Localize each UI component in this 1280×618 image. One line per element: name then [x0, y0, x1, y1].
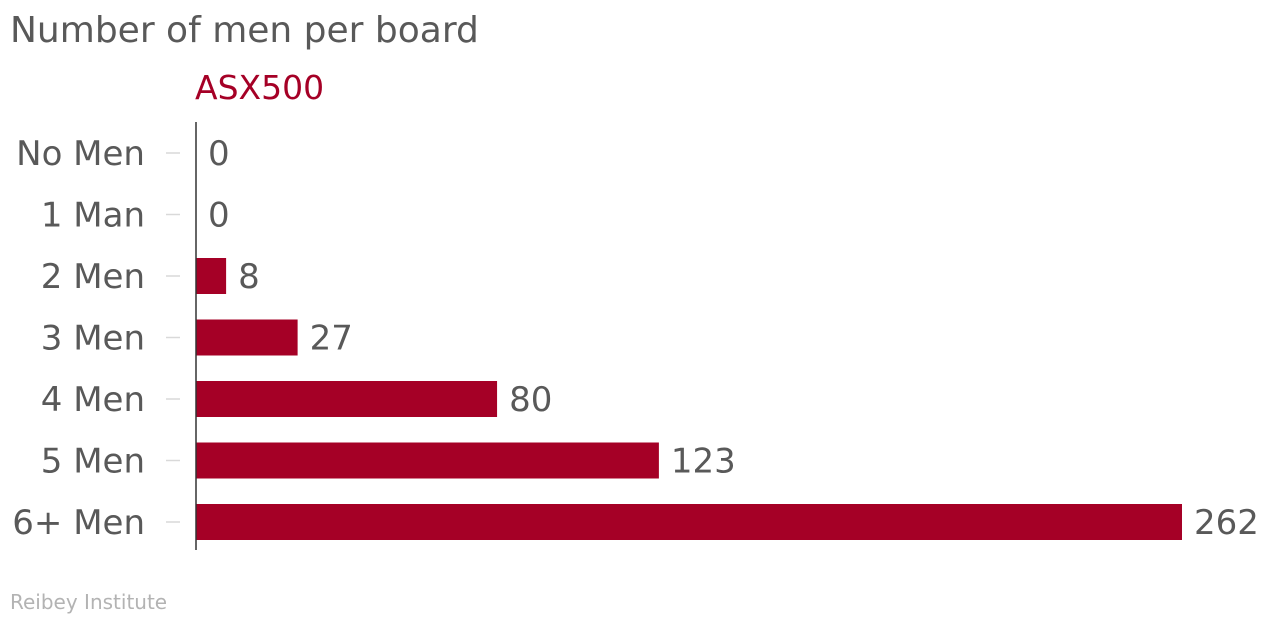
category-label: 2 Men — [41, 257, 145, 297]
category-label: 5 Men — [41, 442, 145, 482]
data-label: 0 — [208, 134, 230, 174]
chart-title: Number of men per board — [10, 10, 479, 51]
bar — [196, 319, 298, 356]
source-note: Reibey Institute — [10, 590, 168, 614]
category-label: 3 Men — [41, 319, 145, 359]
bar — [196, 442, 659, 479]
bar — [196, 381, 498, 417]
category-label: 4 Men — [41, 380, 145, 420]
data-label: 27 — [310, 319, 353, 359]
data-label: 80 — [509, 380, 552, 420]
bars-layer — [196, 258, 1182, 540]
labels-layer: No Men 0 1 Man 0 2 Men 8 3 Men 27 4 Men 80 5 Men 12… — [12, 134, 1259, 543]
data-label: 8 — [238, 257, 260, 297]
series-label: ASX500 — [195, 68, 325, 107]
category-label: No Men — [16, 134, 145, 174]
data-label: 123 — [671, 442, 736, 482]
bar — [196, 258, 227, 294]
category-label: 6+ Men — [12, 503, 145, 543]
category-label: 1 Man — [41, 196, 145, 236]
data-label: 262 — [1194, 503, 1259, 543]
data-label: 0 — [208, 196, 230, 236]
bar — [196, 504, 1182, 540]
